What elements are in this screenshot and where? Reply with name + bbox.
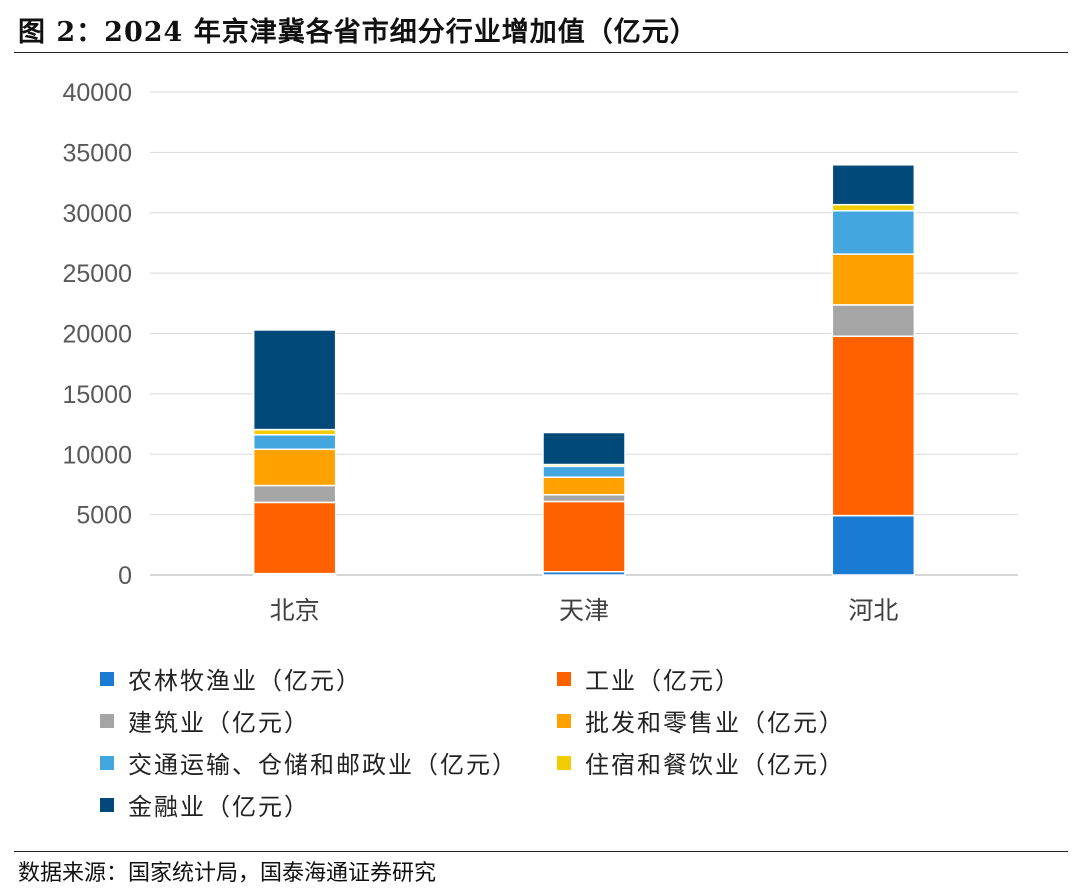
legend-item: 工业（亿元） (557, 661, 741, 696)
bar-segment (542, 465, 626, 478)
bar-segment (252, 434, 337, 451)
y-tick-label: 10000 (62, 441, 132, 469)
legend-label: 工业（亿元） (585, 667, 741, 695)
legend-item: 交通运输、仓储和邮政业（亿元） (100, 745, 518, 780)
legend-label: 交通运输、仓储和邮政业（亿元） (128, 751, 518, 779)
y-tick-label: 0 (118, 562, 132, 590)
bar-segment (542, 431, 626, 466)
legend-item: 农林牧渔业（亿元） (100, 661, 362, 696)
legend-item: 批发和零售业（亿元） (557, 703, 845, 738)
bar-segment (831, 335, 916, 517)
bar-segment (831, 203, 916, 212)
legend-label: 住宿和餐饮业（亿元） (585, 751, 845, 779)
x-tick-label: 北京 (270, 597, 320, 625)
legend-swatch (557, 755, 571, 770)
legend-swatch (100, 671, 114, 686)
legend-label: 金融业（亿元） (128, 793, 310, 821)
x-tick-label: 天津 (559, 597, 609, 625)
legend-swatch (100, 713, 114, 728)
legend-item: 住宿和餐饮业（亿元） (557, 745, 845, 780)
legend-swatch (557, 671, 571, 686)
y-tick-label: 15000 (62, 381, 132, 409)
stacked-bar-chart: 0 5000 10000 15000 20000 25000 30000 35000 40000… (62, 79, 1018, 625)
y-tick-label: 20000 (62, 321, 132, 349)
bar-segment (252, 448, 337, 487)
bar-segment (252, 484, 337, 504)
figure-title: 图 2：2024 年京津冀各省市细分行业增加值（亿元） (18, 17, 698, 48)
bar-segment (542, 500, 626, 573)
y-tick-label: 5000 (76, 502, 132, 530)
bar-segment (252, 501, 337, 575)
bar-segment (831, 209, 916, 255)
legend-item: 金融业（亿元） (100, 787, 310, 822)
legend-swatch (100, 797, 114, 812)
y-tick-label: 30000 (62, 200, 132, 228)
bar-segment (542, 476, 626, 496)
bar-segment (252, 329, 337, 431)
bar-segment (831, 164, 916, 206)
x-tick-label: 河北 (848, 597, 898, 625)
data-source: 数据来源：国家统计局，国泰海通证券研究 (18, 861, 437, 886)
y-tick-label: 25000 (62, 260, 132, 288)
legend-item: 建筑业（亿元） (100, 703, 310, 738)
source-divider (14, 851, 1068, 852)
bar-segment (252, 428, 337, 436)
legend-swatch (100, 755, 114, 770)
legend-swatch (557, 713, 571, 728)
bar-segment (542, 493, 626, 503)
legend-label: 批发和零售业（亿元） (585, 709, 845, 737)
legend-label: 农林牧渔业（亿元） (128, 667, 362, 695)
legend-label: 建筑业（亿元） (128, 709, 310, 737)
bar-segment (831, 253, 916, 306)
y-tick-label: 35000 (62, 139, 132, 167)
bar-segment (831, 514, 916, 576)
bar-segment (831, 304, 916, 338)
title-divider (14, 52, 1068, 53)
y-tick-label: 40000 (62, 79, 132, 107)
